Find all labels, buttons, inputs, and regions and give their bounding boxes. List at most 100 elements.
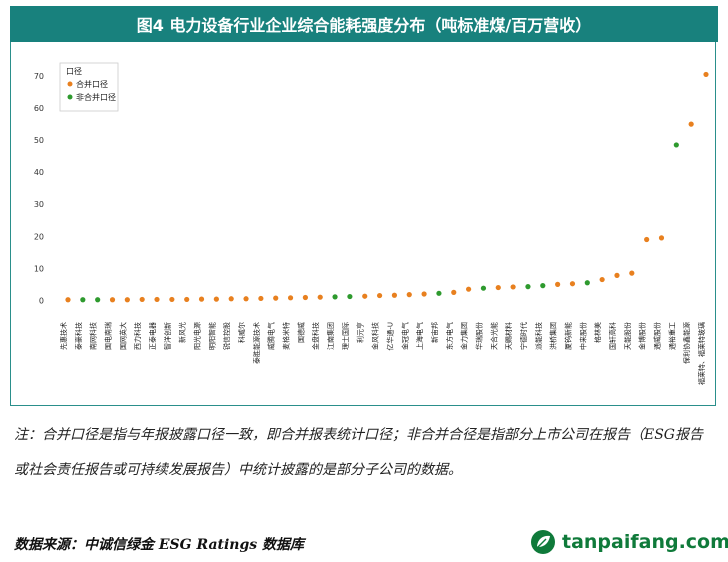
data-point — [614, 272, 620, 278]
data-point — [525, 284, 531, 290]
legend-marker-nonconsolidated — [67, 94, 73, 100]
y-tick-label: 50 — [34, 136, 44, 145]
legend-label-nonconsolidated: 非合并口径 — [76, 92, 116, 102]
y-tick-label: 10 — [34, 264, 44, 273]
x-axis-labels: 先惠技术 泰豪科技 南网科技 国电南瑞 国网英大 西力科技 正泰电器 智洋创新 新风光 阳光电源明… — [59, 322, 706, 385]
x-tick-label: 国网英大 — [118, 322, 127, 350]
data-point — [124, 297, 130, 303]
x-tick-label: 智洋创新 — [163, 322, 172, 350]
data-point — [391, 292, 398, 298]
data-point — [480, 285, 487, 291]
x-tick-label: 泰胜能源技术 — [252, 322, 261, 364]
data-point — [688, 121, 694, 127]
x-tick-label: 通裕重工 — [667, 322, 676, 350]
data-point — [599, 276, 605, 283]
data-point — [510, 284, 516, 290]
data-point — [495, 284, 501, 291]
leaf-icon — [531, 530, 555, 554]
y-tick-label: 20 — [34, 232, 44, 241]
data-point — [362, 293, 368, 299]
x-tick-label: 新风光 — [178, 322, 187, 343]
data-point — [421, 291, 427, 297]
data-point — [317, 294, 323, 300]
x-tick-label: 华瑞股份 — [474, 322, 483, 350]
data-point — [555, 281, 561, 287]
x-tick-label: 天赐材料 — [504, 322, 513, 350]
data-point — [80, 297, 86, 303]
data-point — [198, 296, 205, 302]
data-point — [154, 296, 160, 303]
data-point — [332, 294, 338, 300]
data-point — [584, 280, 590, 286]
data-point — [302, 294, 308, 301]
data-point — [139, 296, 145, 303]
data-point — [569, 281, 576, 287]
data-point — [466, 286, 472, 292]
data-point — [673, 142, 679, 148]
x-tick-label: 派能科技 — [534, 322, 543, 350]
data-point — [406, 292, 412, 298]
x-tick-label: 上海电气 — [415, 322, 424, 350]
data-source: 数据来源：中诚信绿金 ESG Ratings 数据库 — [14, 537, 305, 553]
x-tick-label: 国德威 — [296, 322, 305, 343]
x-tick-label: 宁德时代 — [519, 322, 528, 350]
x-tick-label: 通威股份 — [652, 322, 661, 350]
legend-marker-consolidated — [67, 81, 73, 87]
data-point — [65, 297, 71, 303]
y-tick-label: 0 — [39, 296, 44, 305]
x-tick-label: 东方电气 — [445, 322, 454, 350]
x-tick-label: 西力科技 — [133, 322, 142, 350]
x-tick-label: 亿华通-U — [385, 322, 394, 351]
x-tick-label: 麦格米特 — [282, 322, 291, 350]
chart-title-bar: 图4 电力设备行业企业综合能耗强度分布（吨标准煤/百万营收） — [10, 6, 718, 42]
x-tick-label: 理士国际 — [341, 322, 350, 350]
data-point — [376, 292, 383, 299]
x-tick-label: 中来股份 — [578, 322, 587, 350]
data-point — [228, 296, 234, 302]
legend-title: 口径 — [66, 66, 82, 76]
x-tick-label: 厦钨新能 — [563, 322, 572, 350]
x-tick-label: 威腾电气 — [267, 322, 276, 350]
x-tick-label: 洪桥集团 — [549, 322, 558, 350]
data-point — [644, 236, 650, 243]
chart-title: 图4 电力设备行业企业综合能耗强度分布（吨标准煤/百万营收） — [136, 16, 592, 35]
x-tick-label: 保利协鑫能源 — [682, 322, 691, 364]
x-tick-label: 锐信控股 — [222, 322, 231, 350]
data-point — [213, 296, 219, 302]
data-point — [243, 296, 249, 302]
x-tick-label: 科威尔 — [237, 322, 246, 343]
data-point — [658, 235, 665, 241]
footnote: 注：合并口径是指与年报披露口径一致，即合并报表统计口径；非合并合径是指部分上市公… — [14, 427, 703, 478]
legend-label-consolidated: 合并口径 — [76, 79, 108, 89]
legend: 口径 合并口径 非合并口径 — [59, 62, 119, 112]
data-point — [95, 297, 101, 303]
y-tick-label: 30 — [34, 200, 44, 209]
x-tick-label: 泰豪科技 — [74, 322, 83, 350]
data-point — [436, 290, 442, 296]
y-axis: 0 10 20 30 40 50 60 70 — [34, 72, 44, 305]
x-tick-label: 金冠电气 — [400, 322, 409, 350]
data-point — [287, 295, 294, 301]
data-point — [169, 296, 175, 303]
chart-frame — [10, 42, 716, 406]
x-tick-label: 利元亨 — [356, 322, 365, 343]
data-point — [703, 71, 709, 78]
x-tick-label: 阳光电源 — [193, 322, 202, 350]
x-tick-label: 金博股份 — [638, 322, 647, 350]
data-point — [184, 296, 190, 303]
data-point — [347, 293, 353, 300]
x-tick-label: 天能股份 — [623, 322, 632, 350]
x-tick-label: 金盘科技 — [311, 322, 320, 350]
x-tick-label: 先惠技术 — [59, 322, 68, 350]
scatter-chart: 0 10 20 30 40 50 60 70 先惠技术 泰豪科技 南网科技 国电南瑞 国网英大 西力科技… — [34, 62, 709, 385]
x-tick-label: 金风科技 — [371, 322, 380, 350]
x-tick-label: 江南集团 — [326, 322, 335, 350]
legend-box — [59, 62, 119, 112]
data-point — [109, 297, 116, 303]
x-tick-label: 新宙邦 — [430, 322, 439, 343]
x-tick-label: 天合光能 — [489, 322, 498, 350]
data-point — [451, 289, 457, 295]
site-logo[interactable]: tanpaifang.com — [530, 528, 728, 556]
data-points — [65, 71, 709, 303]
x-tick-label: 国电南瑞 — [104, 322, 113, 350]
